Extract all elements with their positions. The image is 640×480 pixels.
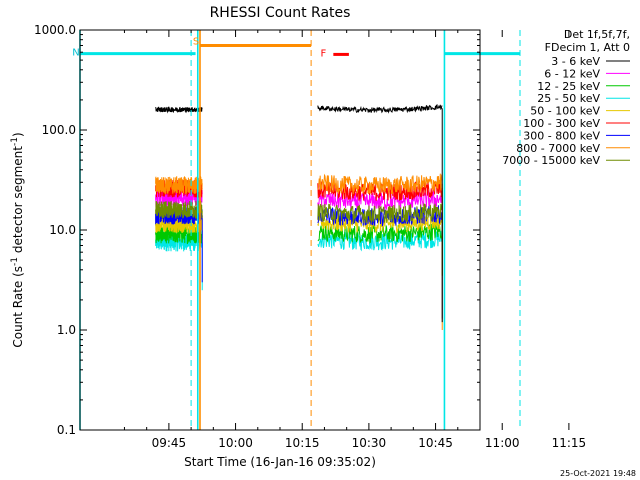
x-tick-label: 10:45: [418, 436, 453, 450]
x-tick-label: 11:00: [485, 436, 520, 450]
x-tick-label: 11:15: [552, 436, 587, 450]
legend-label: 12 - 25 keV: [537, 80, 600, 93]
y-axis-label-sup-1: -1: [10, 257, 20, 266]
series-line-0-segment-0: [155, 106, 203, 114]
y-tick-label: 10.0: [49, 223, 76, 237]
series-line-0-segment-1: [317, 104, 443, 114]
legend-label: 800 - 7000 keV: [516, 142, 600, 155]
legend: Det 1f,5f,7f, FDecim 1, Att 0 3 - 6 keV6…: [502, 28, 630, 167]
series-layer: [155, 104, 443, 330]
x-tick-label: 10:00: [218, 436, 253, 450]
legend-header-1: Det 1f,5f,7f,: [564, 28, 630, 41]
y-tick-label: 100.0: [42, 123, 76, 137]
legend-label: 25 - 50 keV: [537, 92, 600, 105]
series-line-8-segment-1: [317, 203, 443, 225]
x-axis-label: Start Time (16-Jan-16 09:35:02): [184, 455, 376, 469]
mode-bar-label: F: [320, 48, 326, 59]
legend-label: 6 - 12 keV: [544, 67, 600, 80]
mode-bar-label: N: [72, 48, 79, 59]
chart-title: RHESSI Count Rates: [210, 5, 351, 21]
y-axis-label-part-2: detector segment: [11, 146, 25, 257]
legend-label: 7000 - 15000 keV: [502, 154, 600, 167]
series-line-8-segment-0: [155, 200, 203, 219]
legend-label: 300 - 800 keV: [523, 129, 600, 142]
mode-bar-label: S: [193, 36, 199, 47]
series-line-2-segment-1: [317, 223, 443, 244]
render-timestamp: 25-Oct-2021 19:48: [560, 469, 636, 478]
series-line-2-segment-0: [155, 225, 203, 245]
y-axis-label-part-1: Count Rate (s: [11, 266, 25, 348]
legend-label: 100 - 300 keV: [523, 117, 600, 130]
series-line-6-segment-0: [155, 206, 203, 225]
y-axis-label-part-3: ): [11, 132, 25, 137]
y-axis-label-sup-2: -1: [10, 137, 20, 146]
series-line-3-segment-0: [155, 233, 203, 252]
legend-label: 50 - 100 keV: [530, 105, 600, 118]
x-tick-label: 09:45: [152, 436, 187, 450]
x-axis: 09:45 10:00 10:15 10:30 10:45 11:00 11:15: [123, 30, 587, 450]
series-line-7-segment-1: [317, 173, 443, 195]
mode-bar-layer: S N F: [72, 36, 520, 59]
y-tick-label: 1.0: [57, 323, 76, 337]
series-line-5-segment-1: [317, 180, 443, 201]
legend-label: 3 - 6 keV: [551, 55, 600, 68]
y-tick-label: 1000.0: [34, 23, 76, 37]
x-tick-label: 10:15: [285, 436, 320, 450]
series-line-4-segment-0: [155, 214, 203, 234]
series-line-7-segment-0: [155, 175, 203, 195]
legend-header-2: FDecim 1, Att 0: [545, 41, 630, 54]
y-axis-label: Count Rate (s-1 detector segment-1): [10, 132, 25, 347]
y-axis: 0.1 1.0 10.0 100.0 1000.0: [34, 23, 480, 437]
x-tick-label: 10:30: [352, 436, 387, 450]
y-tick-label: 0.1: [57, 423, 76, 437]
